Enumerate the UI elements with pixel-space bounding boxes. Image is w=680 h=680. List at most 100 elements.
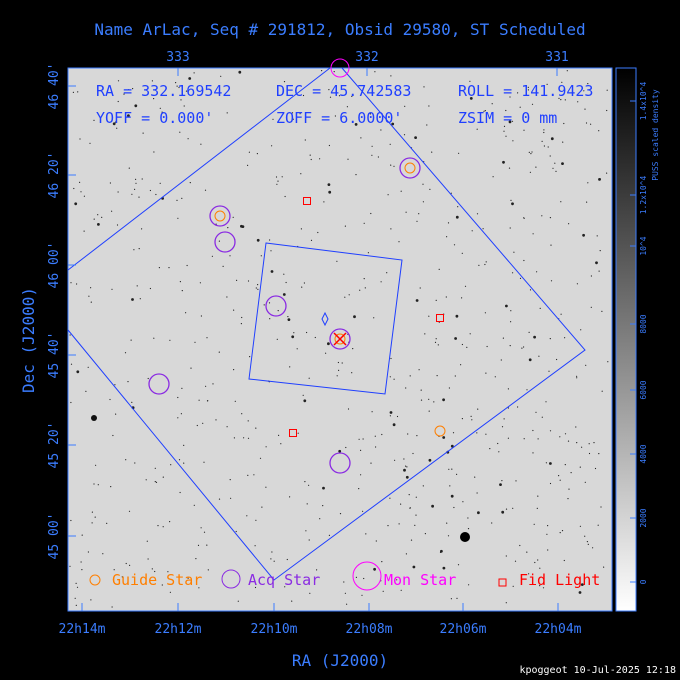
x-tick-label: 22h04m (535, 622, 582, 637)
user-timestamp: kpoggeot 10-Jul-2025 12:18 (519, 665, 676, 676)
bg-star (259, 457, 262, 459)
bg-star (549, 430, 552, 432)
bg-star (409, 375, 411, 377)
bg-star (337, 361, 339, 364)
bg-star (233, 437, 235, 439)
bg-star (548, 370, 550, 372)
bg-star (580, 583, 584, 586)
bg-star (537, 559, 539, 561)
bg-star (93, 218, 95, 220)
bg-star (328, 534, 330, 537)
bg-star (276, 338, 278, 340)
bg-star (464, 285, 467, 287)
bg-star (198, 399, 200, 401)
bg-star (528, 151, 530, 153)
bg-star (187, 577, 189, 579)
bg-star (329, 96, 332, 98)
bg-star (109, 182, 111, 184)
bg-star (183, 462, 185, 464)
bg-star (367, 252, 369, 254)
bg-star (568, 488, 570, 490)
bg-star (564, 433, 567, 435)
bg-star (381, 433, 383, 436)
bg-star (76, 283, 78, 285)
bg-star (283, 273, 285, 275)
bg-star (136, 285, 138, 287)
bg-star (247, 280, 250, 282)
bg-star (403, 134, 406, 136)
bg-star (207, 569, 209, 571)
bg-star (536, 507, 538, 509)
bg-star (363, 222, 365, 224)
bg-star (154, 570, 156, 573)
bg-star (339, 513, 342, 515)
bg-star (435, 299, 437, 301)
bright-star (91, 415, 97, 421)
bg-star (95, 464, 97, 466)
bg-star (461, 343, 463, 346)
bg-star (549, 482, 552, 485)
legend-mon-label: Mon Star (384, 571, 456, 589)
bg-star (203, 461, 205, 463)
bg-star (328, 144, 330, 147)
bg-star (309, 592, 311, 594)
legend-acq-symbol (221, 569, 241, 589)
bg-star (580, 329, 582, 331)
bg-star (552, 167, 554, 169)
bg-star (389, 497, 391, 499)
bg-star (300, 228, 302, 230)
bg-star (125, 459, 127, 461)
bg-star (93, 119, 95, 121)
acq-star (329, 452, 351, 474)
bg-star (471, 230, 473, 232)
bg-star (468, 584, 470, 586)
bg-star (117, 191, 119, 193)
bg-star (83, 195, 85, 197)
bg-star (327, 183, 331, 187)
bg-star (474, 476, 476, 478)
bg-star (249, 356, 251, 358)
bg-star (485, 433, 487, 435)
bg-star (111, 606, 113, 608)
bg-star (362, 438, 364, 440)
bg-star (594, 467, 597, 470)
field-of-view (67, 67, 586, 581)
bg-star (400, 503, 402, 505)
bg-star (559, 436, 561, 438)
bg-star (422, 485, 424, 487)
bg-star (278, 434, 280, 436)
bg-star (159, 182, 161, 184)
bg-star (147, 377, 149, 380)
bg-star (241, 225, 245, 229)
bg-star (396, 579, 398, 581)
bg-star (600, 506, 602, 508)
bg-star (517, 92, 519, 94)
x-tick-label: 22h08m (346, 622, 393, 637)
bg-star (74, 202, 78, 206)
bg-star (178, 86, 180, 89)
bg-star (536, 271, 538, 273)
bg-star (348, 294, 350, 296)
bg-star (478, 264, 480, 266)
bg-star (114, 384, 116, 386)
bg-star (416, 220, 418, 222)
bg-star (260, 255, 262, 257)
bg-star (69, 565, 71, 567)
bg-star (138, 196, 140, 198)
bg-star (550, 280, 553, 282)
bg-star (371, 145, 373, 147)
info-zoff: ZOFF = 6.0000' (276, 109, 402, 127)
bg-star (392, 423, 396, 427)
bg-star (499, 483, 502, 486)
bg-star (419, 287, 421, 289)
bg-star (382, 590, 384, 592)
bg-star (291, 335, 295, 339)
bg-star (113, 569, 115, 571)
bg-star (285, 281, 287, 284)
bg-star (177, 217, 179, 219)
bg-star (94, 516, 96, 518)
x-axis-label: RA (J2000) (292, 651, 388, 670)
bg-star (545, 462, 548, 464)
bg-star (414, 136, 417, 140)
bg-star (338, 449, 342, 453)
